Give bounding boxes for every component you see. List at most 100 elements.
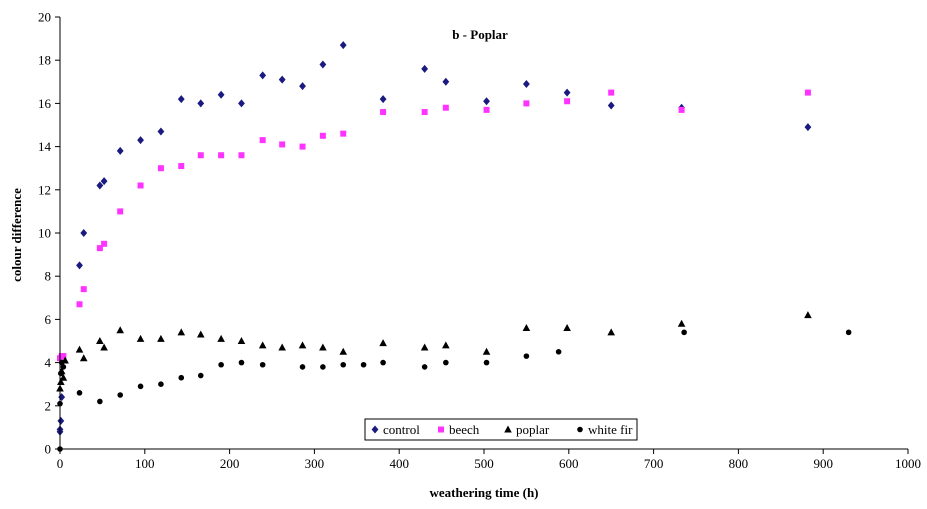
- legend-marker-white-fir: [577, 426, 583, 433]
- legend: control beech poplar white fir: [364, 418, 638, 441]
- legend-label: poplar: [516, 422, 550, 437]
- legend-box: [364, 418, 638, 441]
- data-point-poplar: [96, 337, 104, 344]
- legend-label: control: [383, 422, 420, 437]
- data-point-control: [238, 99, 245, 108]
- data-point-beech: [421, 109, 428, 116]
- data-point-control: [379, 95, 387, 104]
- data-point-white-fir: [340, 361, 347, 368]
- series-beech: [57, 89, 811, 362]
- data-point-beech: [380, 109, 387, 116]
- x-tick-label: 0: [57, 456, 64, 471]
- x-axis-title: weathering time (h): [429, 485, 538, 500]
- data-point-poplar: [298, 341, 307, 349]
- data-point-poplar: [563, 324, 571, 332]
- data-point-control: [58, 393, 66, 402]
- x-tick-label: 600: [559, 456, 579, 471]
- data-point-white-fir: [238, 359, 245, 366]
- data-point-control: [197, 99, 205, 108]
- x-tick-label: 300: [305, 456, 325, 471]
- series-poplar: [56, 311, 812, 392]
- data-point-control: [299, 82, 306, 91]
- data-point-poplar: [100, 343, 108, 351]
- data-point-beech: [76, 301, 83, 308]
- data-point-white-fir: [218, 361, 224, 368]
- data-point-control: [442, 77, 450, 86]
- data-point-white-fir: [845, 329, 852, 336]
- data-point-poplar: [482, 347, 491, 355]
- x-tick-label: 800: [729, 456, 749, 471]
- data-point-white-fir: [97, 398, 103, 405]
- data-point-poplar: [319, 343, 327, 351]
- legend-marker-beech: [438, 426, 444, 433]
- data-point-poplar: [607, 328, 615, 336]
- data-point-control: [339, 41, 347, 50]
- x-tick-label: 700: [644, 456, 664, 471]
- data-point-white-fir: [197, 372, 204, 379]
- data-point-beech: [442, 104, 449, 111]
- data-point-white-fir: [117, 392, 124, 398]
- data-point-poplar: [157, 334, 165, 342]
- data-point-control: [607, 101, 615, 110]
- y-tick-label: 10: [38, 226, 51, 241]
- y-tick-label: 8: [45, 269, 52, 284]
- data-point-poplar: [237, 337, 246, 344]
- y-tick-label: 0: [45, 442, 52, 457]
- data-point-poplar: [339, 347, 348, 355]
- x-tick-label: 1000: [895, 456, 921, 471]
- data-point-control: [523, 79, 530, 88]
- x-tick-label: 100: [135, 456, 155, 471]
- data-point-beech: [259, 137, 266, 144]
- x-tick-label: 400: [389, 456, 409, 471]
- data-point-beech: [197, 152, 204, 159]
- data-point-beech: [564, 98, 571, 105]
- data-point-beech: [340, 130, 347, 137]
- data-point-control: [96, 181, 104, 190]
- data-point-beech: [523, 100, 530, 107]
- data-point-beech: [117, 208, 124, 215]
- y-tick-label: 18: [38, 53, 51, 68]
- data-point-control: [116, 146, 124, 155]
- data-point-white-fir: [555, 349, 562, 355]
- data-point-white-fir: [380, 359, 386, 366]
- data-point-beech: [178, 163, 185, 170]
- data-point-poplar: [442, 341, 450, 349]
- data-point-white-fir: [360, 361, 367, 368]
- y-tick-label: 16: [38, 96, 52, 111]
- data-point-control: [76, 261, 83, 270]
- data-point-poplar: [79, 354, 88, 362]
- data-point-beech: [157, 165, 164, 172]
- data-point-control: [259, 71, 267, 80]
- data-point-white-fir: [259, 361, 266, 368]
- series-white-fir: [57, 329, 852, 452]
- data-point-poplar: [677, 319, 686, 327]
- data-point-white-fir: [76, 390, 83, 396]
- data-point-white-fir: [320, 364, 326, 370]
- data-point-poplar: [258, 341, 267, 349]
- data-point-white-fir: [443, 359, 449, 366]
- x-tick-label: 500: [474, 456, 494, 471]
- data-point-poplar: [75, 345, 84, 353]
- data-point-white-fir: [137, 383, 144, 390]
- data-point-control: [804, 123, 812, 132]
- series-control: [56, 41, 812, 436]
- y-tick-label: 4: [45, 355, 52, 370]
- data-point-poplar: [196, 330, 205, 338]
- data-point-control: [57, 416, 65, 425]
- data-point-beech: [299, 143, 306, 150]
- data-point-white-fir: [58, 370, 64, 377]
- legend-marker-poplar: [504, 425, 512, 433]
- legend-marker-control: [371, 425, 379, 434]
- y-axis-title: colour difference: [9, 188, 24, 282]
- data-point-control: [319, 60, 327, 69]
- data-point-poplar: [804, 311, 812, 319]
- data-point-beech: [608, 89, 615, 96]
- x-tick-label: 900: [813, 456, 833, 471]
- data-point-control: [80, 229, 88, 237]
- data-point-control: [483, 97, 490, 106]
- data-point-beech: [678, 106, 685, 113]
- data-point-beech: [137, 182, 144, 189]
- data-point-poplar: [136, 334, 145, 342]
- legend-label: white fir: [588, 422, 633, 437]
